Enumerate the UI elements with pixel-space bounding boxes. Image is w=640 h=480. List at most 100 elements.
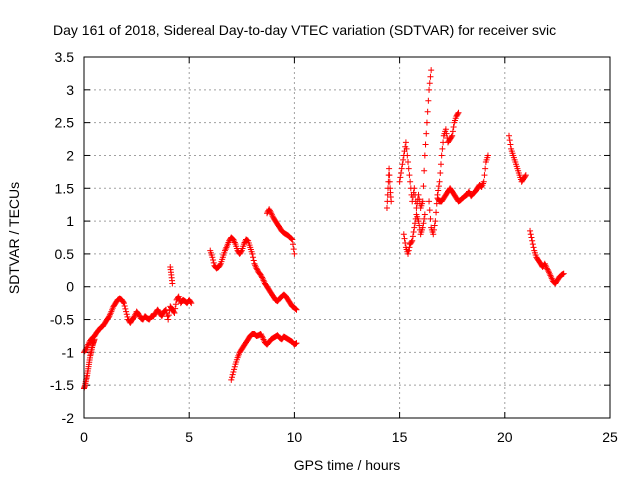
- series-segment: [228, 330, 300, 383]
- data-point: [420, 183, 427, 190]
- y-tick-label: 2: [66, 147, 74, 163]
- data-point: [438, 152, 445, 159]
- data-point: [165, 316, 172, 323]
- data-points: [81, 67, 567, 392]
- data-point: [545, 267, 552, 274]
- data-point: [130, 314, 137, 321]
- data-point: [266, 207, 273, 214]
- data-point: [449, 132, 456, 139]
- series-segment: [383, 165, 395, 211]
- data-point: [229, 371, 236, 378]
- data-point: [257, 271, 264, 278]
- data-point: [544, 266, 551, 273]
- data-point: [398, 169, 405, 176]
- data-point: [400, 156, 407, 163]
- data-point: [419, 224, 426, 231]
- data-point: [259, 274, 266, 281]
- y-tick-label: 1: [66, 213, 74, 229]
- data-point: [527, 227, 534, 234]
- data-point: [443, 130, 450, 137]
- series-segment: [167, 264, 176, 287]
- axis-ticks: -2 -1.5 -1 -0.5 0 0.5 1 1.5 2 2.5 3 3.5 0 5 10 15 20 25: [50, 49, 618, 445]
- data-point: [425, 97, 432, 104]
- data-point: [163, 306, 170, 313]
- data-point: [91, 336, 98, 343]
- data-point: [409, 233, 416, 240]
- data-point: [231, 363, 238, 370]
- data-point: [405, 247, 412, 254]
- data-point: [421, 215, 428, 222]
- data-point: [291, 250, 298, 257]
- series-segment: [527, 227, 567, 287]
- series-segment: [396, 67, 435, 211]
- data-point: [402, 239, 409, 246]
- data-point: [121, 302, 128, 309]
- data-point: [432, 218, 439, 225]
- data-point: [386, 178, 393, 185]
- y-tick-label: 3: [66, 82, 74, 98]
- data-point: [454, 110, 461, 117]
- data-point: [427, 215, 434, 222]
- data-point: [292, 306, 299, 313]
- data-point: [530, 244, 537, 251]
- data-point: [455, 109, 462, 116]
- data-point: [120, 300, 127, 307]
- data-point: [529, 241, 536, 248]
- data-point: [172, 301, 179, 308]
- data-point: [266, 206, 273, 213]
- data-point: [228, 374, 235, 381]
- data-point: [250, 254, 257, 261]
- data-point: [412, 220, 419, 227]
- data-point: [257, 330, 264, 337]
- data-point: [396, 178, 403, 185]
- data-point: [289, 236, 296, 243]
- data-point: [169, 280, 176, 287]
- data-point: [407, 178, 414, 185]
- y-tick-label: -2: [62, 410, 75, 426]
- data-point: [253, 265, 260, 272]
- data-point: [174, 294, 181, 301]
- series-segment: [400, 211, 428, 257]
- data-point: [290, 246, 297, 253]
- data-point: [430, 231, 437, 238]
- data-point: [411, 185, 418, 192]
- data-point: [406, 172, 413, 179]
- series-segment: [426, 109, 462, 238]
- data-point: [528, 234, 535, 241]
- data-point: [165, 312, 172, 319]
- data-point: [170, 308, 177, 315]
- data-point: [420, 220, 427, 227]
- data-point: [480, 178, 487, 185]
- y-axis-label: SDTVAR / TECUs: [6, 182, 22, 294]
- data-point: [123, 311, 130, 318]
- data-point: [404, 152, 411, 159]
- data-point: [430, 226, 437, 233]
- data-point: [188, 300, 195, 307]
- data-point: [415, 191, 422, 198]
- data-point: [386, 165, 393, 172]
- data-point: [288, 235, 295, 242]
- data-point: [403, 145, 410, 152]
- data-point: [228, 376, 235, 383]
- y-tick-label: 0.5: [55, 246, 75, 262]
- data-point: [423, 119, 430, 126]
- data-point: [292, 305, 299, 312]
- data-point: [210, 257, 217, 264]
- grid-lines: [84, 57, 610, 418]
- data-point: [426, 86, 433, 93]
- data-point: [171, 309, 178, 316]
- data-point: [399, 161, 406, 168]
- data-point: [421, 211, 428, 218]
- data-point: [293, 306, 300, 313]
- data-point: [406, 244, 413, 251]
- data-point: [105, 314, 112, 321]
- data-point: [405, 250, 412, 257]
- data-point: [423, 130, 430, 137]
- data-point: [397, 174, 404, 181]
- data-point: [259, 333, 266, 340]
- data-point: [409, 237, 416, 244]
- data-point: [123, 308, 130, 315]
- plot-frame: [83, 56, 611, 419]
- data-point: [402, 139, 409, 146]
- data-point: [82, 347, 89, 354]
